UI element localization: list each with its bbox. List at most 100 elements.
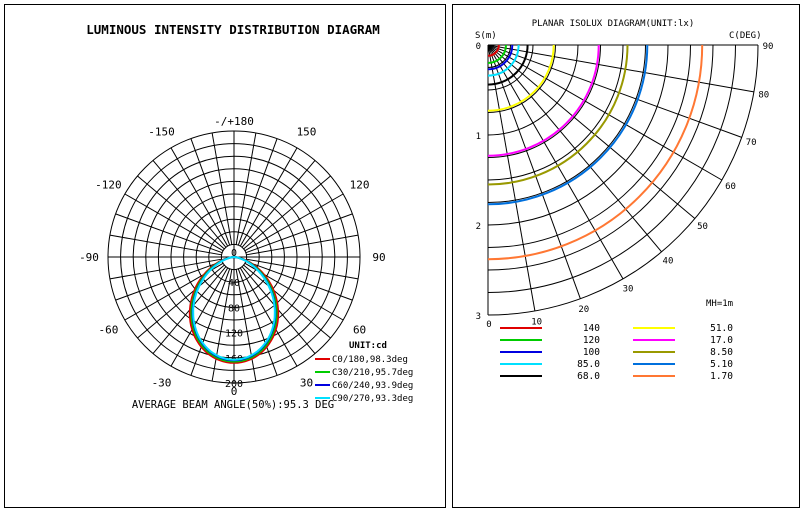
mounting-height-label: MH=1m	[706, 299, 733, 309]
isolux-contour-0	[487, 44, 500, 57]
isolux-legend-label-6: 17.0	[710, 335, 733, 346]
isolux-radial	[487, 44, 581, 299]
isolux-arc	[487, 44, 579, 136]
polar-radial-label: 40	[228, 278, 240, 289]
isolux-radial	[487, 44, 624, 280]
isolux-arc	[487, 44, 736, 293]
polar-spoke	[239, 267, 298, 367]
isolux-c-tick: 10	[531, 318, 542, 328]
isolux-contour-6	[487, 44, 600, 157]
polar-spoke	[243, 175, 331, 250]
isolux-c-tick: 50	[697, 222, 708, 232]
polar-spoke	[245, 213, 353, 254]
polar-angle-label: 90	[372, 251, 385, 264]
isolux-c-tick: 60	[725, 182, 736, 192]
beam-angle-footer: AVERAGE BEAM ANGLE(50%):95.3 DEG	[132, 399, 334, 411]
legend-label-3: C90/270,93.3deg	[332, 394, 413, 404]
polar-angle-label: -120	[95, 179, 122, 192]
isolux-arc	[487, 44, 714, 271]
isolux-legend-label-4: 68.0	[577, 371, 600, 382]
isolux-c-tick: 90	[763, 42, 774, 52]
isolux-legend-label-3: 85.0	[577, 359, 600, 370]
polar-spoke	[211, 269, 233, 382]
polar-angle-labels: -/+180 -150 150 -120 120 -90 90 -60 60 -30 30 0	[79, 115, 386, 398]
polar-angle-label: 60	[353, 324, 366, 337]
isolux-contour-7	[487, 44, 629, 186]
unit-label: UNIT:cd	[349, 341, 387, 351]
polar-spoke	[190, 138, 231, 246]
polar-radial-label: 200	[225, 379, 243, 390]
isolux-contour-9	[487, 44, 704, 261]
polar-chart: LUMINOUS INTENSITY DISTRIBUTION DIAGRAM …	[79, 22, 413, 411]
isolux-y-tick: 0	[476, 42, 481, 52]
isolux-contour-1	[487, 44, 507, 64]
isolux-title: PLANAR ISOLUX DIAGRAM(UNIT:lx)	[532, 19, 695, 29]
isolux-arc	[487, 44, 759, 316]
polar-radial-label: 80	[228, 303, 240, 314]
isolux-y-tick: 3	[476, 312, 481, 322]
polar-spoke	[115, 260, 223, 301]
isolux-arc	[487, 44, 556, 113]
isolux-arc	[487, 44, 691, 248]
polar-spoke	[246, 234, 359, 256]
polar-spoke	[109, 234, 222, 256]
polar-spoke	[244, 193, 344, 252]
polar-angle-label: -90	[79, 251, 99, 264]
legend-label-2: C60/240,93.9deg	[332, 381, 413, 391]
isolux-radial	[487, 44, 696, 219]
isolux-legend-label-2: 100	[583, 347, 600, 358]
isolux-c-tick: 70	[746, 138, 757, 148]
isolux-arc	[487, 44, 624, 181]
isolux-radial	[487, 44, 662, 253]
polar-spoke	[237, 268, 278, 376]
isolux-radial	[487, 44, 723, 181]
polar-spoke	[239, 147, 298, 247]
isolux-c-tick: 20	[578, 305, 589, 315]
polar-panel: LUMINOUS INTENSITY DISTRIBUTION DIAGRAM …	[4, 4, 446, 508]
isolux-contour-4	[487, 44, 529, 86]
isolux-contour-3	[487, 44, 520, 77]
isolux-c-tick: 80	[758, 91, 769, 101]
polar-angle-label: -/+180	[214, 115, 254, 128]
polar-angle-label: -30	[152, 377, 172, 390]
isolux-arc	[487, 44, 601, 158]
isolux-legend-label-9: 1.70	[710, 371, 733, 382]
polar-spoke	[235, 269, 257, 382]
isolux-arc	[487, 44, 511, 68]
polar-spoke	[115, 213, 223, 254]
polar-spoke	[243, 264, 331, 339]
isolux-c-tick: 0	[486, 320, 491, 330]
polar-angle-label: 0	[231, 385, 238, 398]
polar-spoke	[246, 258, 359, 280]
polar-spoke	[109, 258, 222, 280]
isolux-arc	[487, 44, 669, 226]
polar-radial-label: 0	[231, 248, 237, 259]
polar-spoke	[137, 264, 225, 339]
isolux-chart: PLANAR ISOLUX DIAGRAM(UNIT:lx) S(m) C(DE…	[475, 19, 774, 382]
isolux-legend-label-0: 140	[583, 323, 600, 334]
isolux-grid	[487, 44, 759, 316]
isolux-curves	[487, 44, 704, 261]
polar-spoke	[190, 268, 231, 376]
polar-angle-label: 120	[350, 179, 370, 192]
isolux-legend-label-8: 5.10	[710, 359, 733, 370]
polar-spoke	[235, 132, 257, 245]
isolux-legend-label-7: 8.50	[710, 347, 733, 358]
isolux-contour-8	[487, 44, 649, 206]
isolux-contour-2	[487, 44, 514, 71]
isolux-radial	[487, 44, 754, 93]
polar-spoke	[241, 160, 316, 248]
polar-angle-label: -60	[98, 324, 118, 337]
isolux-legend-label-5: 51.0	[710, 323, 733, 334]
polar-curve-3	[192, 256, 276, 361]
isolux-legend-label-1: 120	[583, 335, 600, 346]
polar-spoke	[211, 132, 233, 245]
isolux-arc	[487, 44, 646, 203]
legend-label-0: C0/180,98.3deg	[332, 355, 408, 365]
isolux-panel: PLANAR ISOLUX DIAGRAM(UNIT:lx) S(m) C(DE…	[452, 4, 800, 508]
c-deg-label: C(DEG)	[729, 31, 762, 41]
isolux-contour-5	[487, 44, 555, 112]
polar-spoke	[124, 193, 224, 252]
